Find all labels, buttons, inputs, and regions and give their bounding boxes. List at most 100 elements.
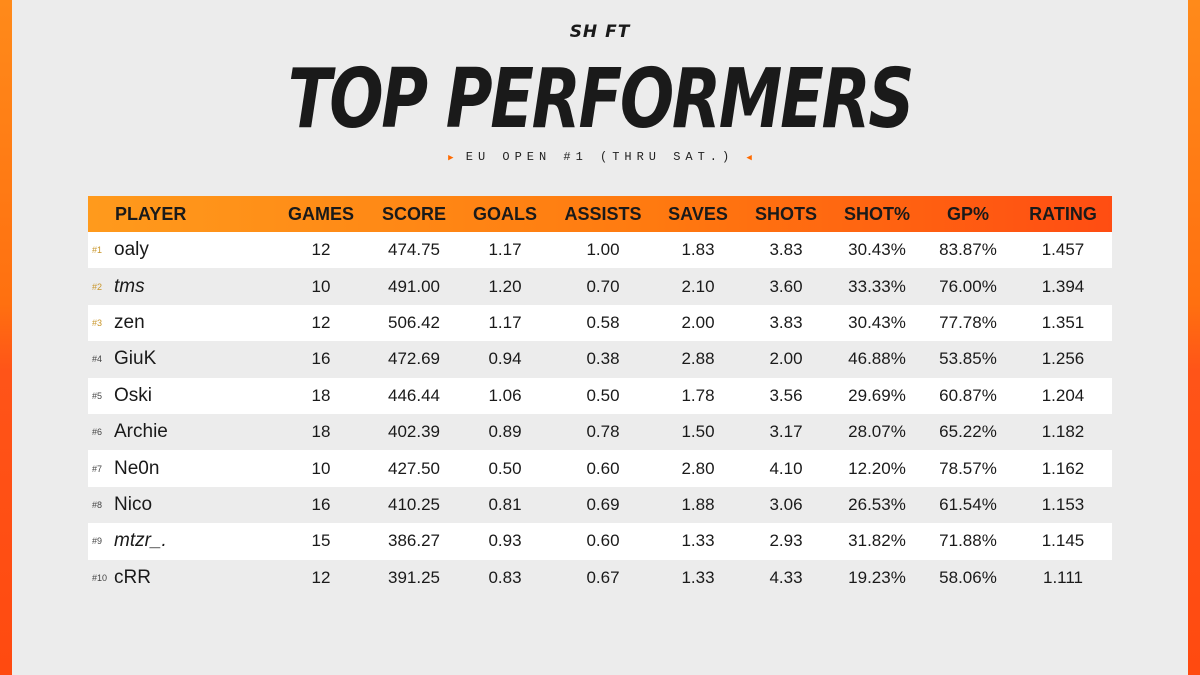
goals-cell: 0.83 (488, 567, 522, 587)
column-header-assists: ASSISTS (564, 203, 642, 224)
player-cell: #6 Archie (88, 414, 274, 450)
saves-cell: 2.88 (681, 349, 715, 369)
column-header-games: GAMES (287, 203, 354, 224)
games-cell: 10 (311, 276, 331, 296)
saves-cell: 1.83 (681, 240, 715, 260)
player-name: Oski (114, 384, 152, 406)
subtitle-text: EU OPEN #1 (THRU SAT.) (465, 150, 735, 164)
score-cell: 472.69 (388, 349, 440, 369)
rating-cell: 1.256 (1041, 349, 1085, 369)
shots-cell: 2.00 (769, 349, 803, 369)
rank-label: #3 (92, 317, 103, 328)
table-row: #10 cRR 12 391.25 0.83 0.67 1.33 4.33 19.23% 58.0… (88, 559, 1112, 596)
gp-pct-cell: 77.78% (939, 312, 997, 332)
saves-cell: 1.33 (681, 531, 715, 551)
column-header-player: PLAYER (115, 203, 187, 224)
table-row: #7 Ne0n 10 427.50 0.50 0.60 2.80 4.10 12.20% 78.5… (88, 450, 1112, 487)
shot-pct-cell: 28.07% (848, 422, 906, 442)
saves-cell: 1.50 (681, 422, 715, 442)
shots-cell: 3.83 (769, 240, 803, 260)
player-cell: #9 mtzr_. (88, 523, 274, 559)
assists-cell: 0.69 (586, 494, 620, 514)
games-cell: 16 (311, 349, 331, 369)
player-name: mtzr_. (114, 530, 167, 552)
assists-cell: 0.67 (586, 567, 620, 587)
assists-cell: 0.60 (586, 458, 620, 478)
shot-pct-cell: 29.69% (848, 385, 906, 405)
stats-table: PLAYER GAMES SCORE GOALS ASSISTS SAVES S… (88, 196, 1112, 596)
score-cell: 427.50 (388, 458, 440, 478)
left-arrow-icon: ◀ (746, 153, 752, 163)
score-cell: 491.00 (388, 276, 440, 296)
shots-cell: 3.83 (769, 312, 803, 332)
assists-cell: 0.58 (586, 312, 620, 332)
games-cell: 18 (311, 385, 331, 405)
rating-cell: 1.182 (1041, 422, 1085, 442)
column-header-goals: GOALS (472, 203, 537, 224)
shots-cell: 3.60 (769, 276, 803, 296)
rating-cell: 1.145 (1041, 531, 1085, 551)
goals-cell: 0.89 (488, 422, 522, 442)
gp-pct-cell: 61.54% (939, 494, 997, 514)
table-row: #6 Archie 18 402.39 0.89 0.78 1.50 3.17 28.07% 65… (88, 413, 1112, 451)
goals-cell: 0.93 (488, 531, 522, 551)
shot-pct-cell: 33.33% (848, 276, 906, 296)
rating-cell: 1.204 (1041, 385, 1085, 405)
shots-cell: 4.10 (769, 458, 803, 478)
goals-cell: 1.20 (488, 276, 522, 296)
player-name: tms (114, 275, 145, 297)
gp-pct-cell: 76.00% (939, 276, 997, 296)
player-name: Nico (114, 493, 153, 515)
saves-cell: 1.88 (681, 494, 715, 514)
saves-cell: 2.00 (681, 312, 715, 332)
games-cell: 12 (311, 567, 331, 587)
score-cell: 402.39 (388, 422, 440, 442)
table-header-row: PLAYER GAMES SCORE GOALS ASSISTS SAVES S… (88, 196, 1112, 232)
right-arrow-icon: ▶ (448, 153, 454, 163)
rank-label: #2 (92, 281, 103, 292)
goals-cell: 1.06 (488, 385, 522, 405)
goals-cell: 1.17 (488, 240, 522, 260)
assists-cell: 1.00 (586, 240, 620, 260)
rank-label: #1 (92, 245, 103, 256)
right-edge-stripe (1188, 0, 1200, 675)
player-cell: #4 GiuK (88, 341, 274, 377)
saves-cell: 2.10 (681, 276, 715, 296)
player-cell: #10 cRR (88, 560, 274, 596)
rank-label: #4 (92, 354, 103, 365)
table-row: #2 tms 10 491.00 1.20 0.70 2.10 3.60 33.33% 76.00… (88, 268, 1112, 305)
player-name: Archie (114, 421, 168, 443)
table-row: #8 Nico 16 410.25 0.81 0.69 1.88 3.06 26.53% 61.5… (88, 486, 1112, 524)
assists-cell: 0.38 (586, 349, 620, 369)
rating-cell: 1.111 (1042, 567, 1084, 587)
player-name: cRR (114, 566, 151, 588)
games-cell: 16 (311, 494, 331, 514)
score-cell: 391.25 (388, 567, 440, 587)
shots-cell: 3.17 (769, 422, 803, 442)
table-row: #9 mtzr_. 15 386.27 0.93 0.60 1.33 2.93 31.82% 71… (88, 523, 1112, 560)
player-cell: #1 oaly (88, 232, 274, 268)
brand-logo: SH FT (569, 22, 631, 42)
shot-pct-cell: 12.20% (848, 458, 906, 478)
gp-pct-cell: 83.87% (939, 240, 997, 260)
shot-pct-cell: 26.53% (848, 494, 906, 514)
player-cell: #5 Oski (88, 378, 274, 414)
table-row: #1 oaly 12 474.75 1.17 1.00 1.83 3.83 30.43% 83.8… (88, 232, 1112, 269)
player-cell: #7 Ne0n (88, 450, 274, 486)
player-name: oaly (114, 239, 149, 261)
rating-cell: 1.394 (1041, 276, 1085, 296)
score-cell: 446.44 (388, 385, 440, 405)
gp-pct-cell: 58.06% (939, 567, 997, 587)
gp-pct-cell: 65.22% (939, 422, 997, 442)
shots-cell: 2.93 (769, 531, 803, 551)
goals-cell: 0.94 (488, 349, 522, 369)
rank-label: #8 (92, 499, 103, 510)
column-header-rating: RATING (1029, 203, 1097, 224)
table-row: #5 Oski 18 446.44 1.06 0.50 1.78 3.56 29.69% 60.8… (88, 377, 1112, 414)
column-header-shots: SHOTS (754, 203, 817, 224)
subtitle: ▶ EU OPEN #1 (THRU SAT.) ◀ (0, 150, 1200, 164)
games-cell: 15 (311, 531, 331, 551)
player-cell: #2 tms (88, 268, 274, 304)
column-header-shot-pct: SHOT% (843, 203, 910, 224)
rank-label: #7 (92, 463, 103, 474)
